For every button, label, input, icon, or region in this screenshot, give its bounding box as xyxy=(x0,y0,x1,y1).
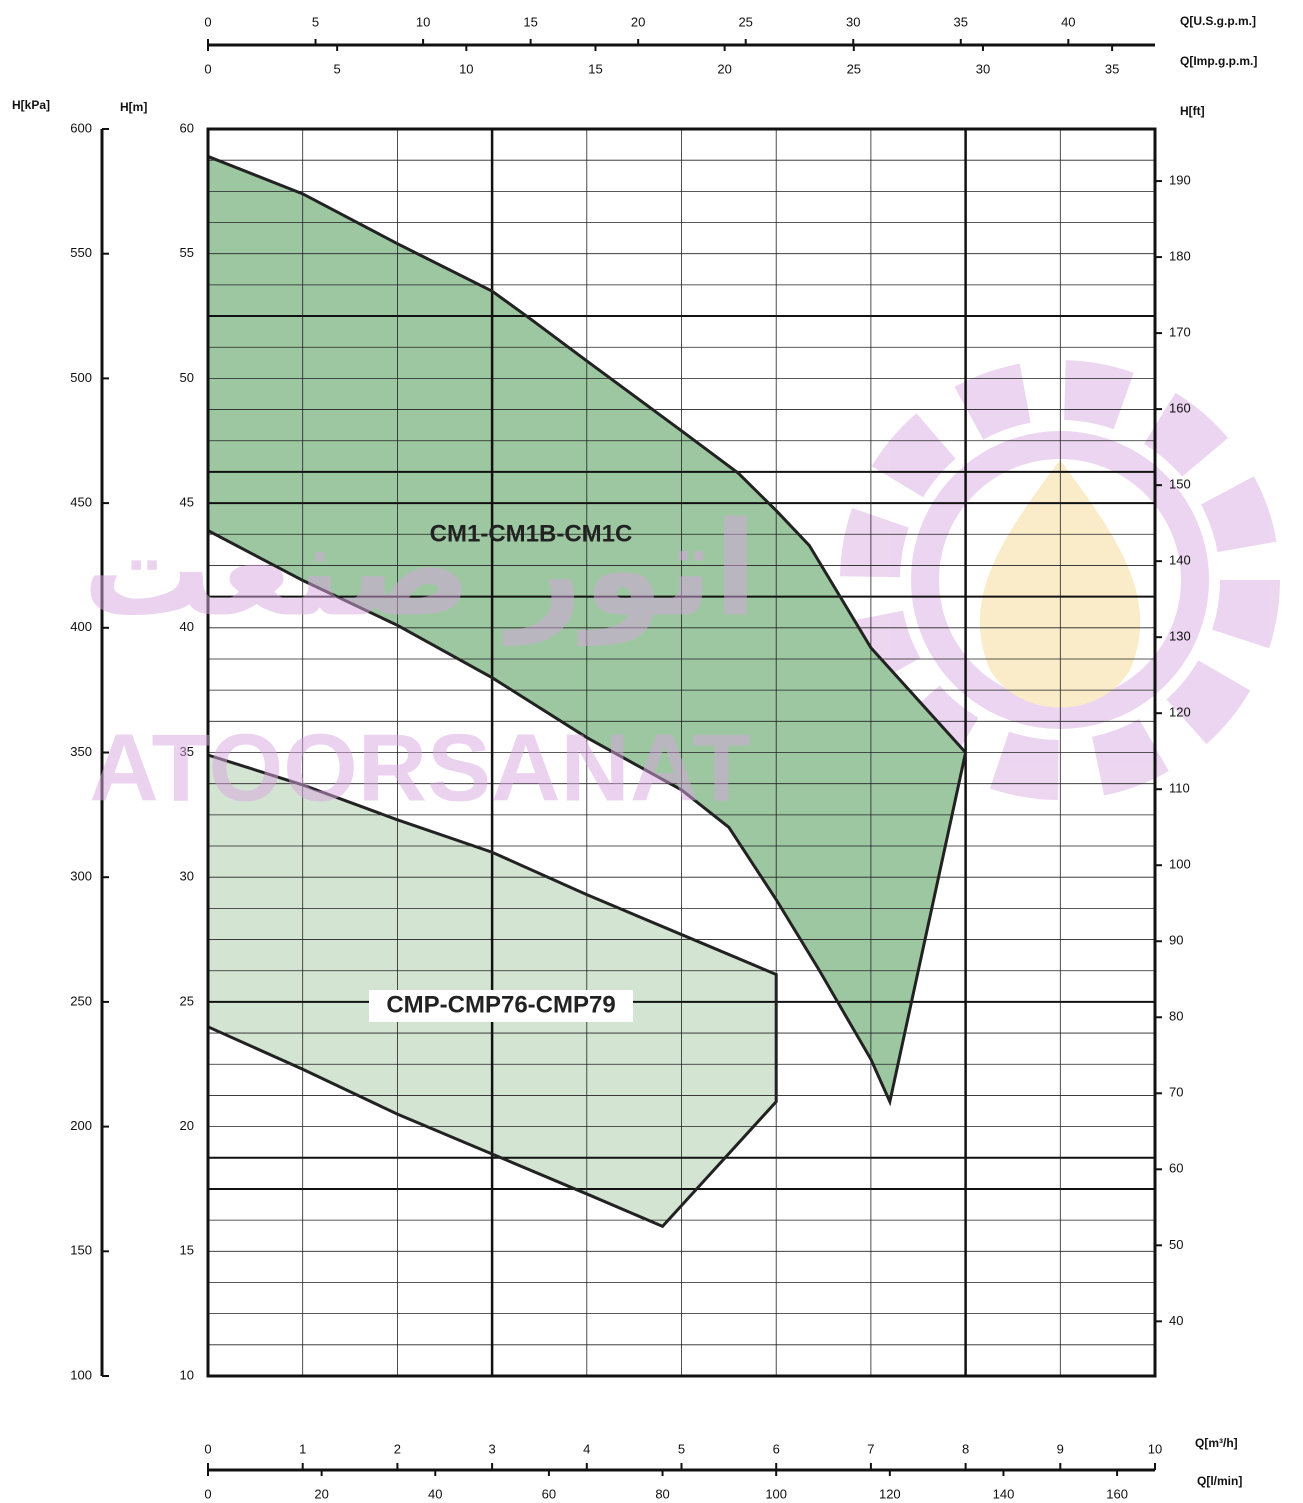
x-tick-label: 6 xyxy=(773,1441,780,1456)
x-tick-label: 4 xyxy=(583,1441,590,1456)
x-tick-label: 35 xyxy=(1105,61,1119,76)
y-tick-label: 250 xyxy=(70,993,92,1008)
x-tick-label: 10 xyxy=(1148,1441,1162,1456)
x-tick-label: 160 xyxy=(1106,1486,1128,1501)
y-tick-label: 10 xyxy=(180,1367,194,1382)
plot-frame xyxy=(206,127,1157,1378)
y-tick-label: 550 xyxy=(70,245,92,260)
y2-tick-label: 170 xyxy=(1169,325,1191,340)
x-tick-label: 40 xyxy=(1061,14,1075,29)
x-tick-label: 120 xyxy=(879,1486,901,1501)
x-tick-label: 9 xyxy=(1057,1441,1064,1456)
y2-tick-label: 140 xyxy=(1169,553,1191,568)
y-tick-label: 350 xyxy=(70,744,92,759)
x-tick-label: 10 xyxy=(416,14,430,29)
y-tick-label: 45 xyxy=(180,495,194,510)
y2-tick-label: 150 xyxy=(1169,477,1191,492)
y2-tick-label: 50 xyxy=(1169,1237,1183,1252)
x-tick-label: 0 xyxy=(204,1486,211,1501)
axis-label: Q[Imp.g.p.m.] xyxy=(1180,54,1257,68)
x-tick-label: 35 xyxy=(954,14,968,29)
axis-label: Q[l/min] xyxy=(1197,1474,1242,1488)
x-tick-label: 60 xyxy=(542,1486,556,1501)
x-tick-label: 5 xyxy=(312,14,319,29)
area-outline xyxy=(206,752,778,1229)
axis-label: Q[U.S.g.p.m.] xyxy=(1180,14,1256,28)
series-label: CMP-CMP76-CMP79 xyxy=(386,991,615,1018)
y-tick-label: 20 xyxy=(180,1118,194,1133)
x-tick-label: 15 xyxy=(588,61,602,76)
y-tick-label: 400 xyxy=(70,619,92,634)
y2-tick-label: 120 xyxy=(1169,705,1191,720)
y-tick-label: 25 xyxy=(180,993,194,1008)
y2-tick-label: 70 xyxy=(1169,1085,1183,1100)
y-tick-label: 200 xyxy=(70,1118,92,1133)
x-tick-label: 0 xyxy=(204,1441,211,1456)
y2-tick-label: 80 xyxy=(1169,1009,1183,1024)
y-tick-label: 500 xyxy=(70,370,92,385)
y-tick-label: 60 xyxy=(180,120,194,135)
x-tick-label: 20 xyxy=(314,1486,328,1501)
y-tick-label: 15 xyxy=(180,1243,194,1258)
y2-tick-label: 130 xyxy=(1169,629,1191,644)
y-tick-label: 600 xyxy=(70,120,92,135)
x-tick-label: 15 xyxy=(523,14,537,29)
x-tick-label: 8 xyxy=(962,1441,969,1456)
y2-tick-label: 110 xyxy=(1169,781,1190,796)
y-tick-label: 100 xyxy=(70,1367,92,1382)
y-tick-label: 300 xyxy=(70,869,92,884)
x-tick-label: 2 xyxy=(394,1441,401,1456)
axis-label: H[kPa] xyxy=(12,98,50,112)
x-tick-label: 1 xyxy=(299,1441,306,1456)
x-tick-label: 5 xyxy=(678,1441,685,1456)
y-tick-label: 50 xyxy=(180,370,194,385)
x-tick-label: 5 xyxy=(334,61,341,76)
y2-tick-label: 180 xyxy=(1169,249,1191,264)
y2-tick-label: 100 xyxy=(1169,857,1191,872)
x-tick-label: 20 xyxy=(717,61,731,76)
y-tick-label: 30 xyxy=(180,869,194,884)
x-tick-label: 30 xyxy=(976,61,990,76)
y-tick-label: 55 xyxy=(180,245,194,260)
area-outline xyxy=(206,154,968,1107)
x-tick-label: 80 xyxy=(655,1486,669,1501)
y2-tick-label: 90 xyxy=(1169,933,1183,948)
y-axis-label: H[m] xyxy=(120,100,147,114)
x-tick-label: 0 xyxy=(204,61,211,76)
axis-label: H[ft] xyxy=(1180,104,1205,118)
x-tick-label: 3 xyxy=(488,1441,495,1456)
x-tick-label: 140 xyxy=(993,1486,1015,1501)
y2-tick-label: 160 xyxy=(1169,401,1191,416)
y-tick-label: 150 xyxy=(70,1243,92,1258)
watermark-text: ATOORSANAT xyxy=(89,714,750,821)
y-tick-label: 40 xyxy=(180,619,194,634)
x-tick-label: 20 xyxy=(631,14,645,29)
x-tick-label: 100 xyxy=(765,1486,787,1501)
y-tick-label: 450 xyxy=(70,495,92,510)
y2-tick-label: 190 xyxy=(1169,173,1191,188)
x-axis-label: Q[m³/h] xyxy=(1195,1436,1238,1450)
x-tick-label: 25 xyxy=(738,14,752,29)
watermark-text: اتور صنعت xyxy=(82,496,758,646)
y2-tick-label: 40 xyxy=(1169,1313,1183,1328)
x-tick-label: 40 xyxy=(428,1486,442,1501)
x-tick-label: 7 xyxy=(867,1441,874,1456)
x-tick-label: 25 xyxy=(847,61,861,76)
series-label: CM1-CM1B-CM1C xyxy=(430,520,633,547)
x-tick-label: 30 xyxy=(846,14,860,29)
x-tick-label: 0 xyxy=(204,14,211,29)
y-tick-label: 35 xyxy=(180,744,194,759)
label-bg xyxy=(369,990,633,1022)
x-tick-label: 10 xyxy=(459,61,473,76)
y2-tick-label: 60 xyxy=(1169,1161,1183,1176)
